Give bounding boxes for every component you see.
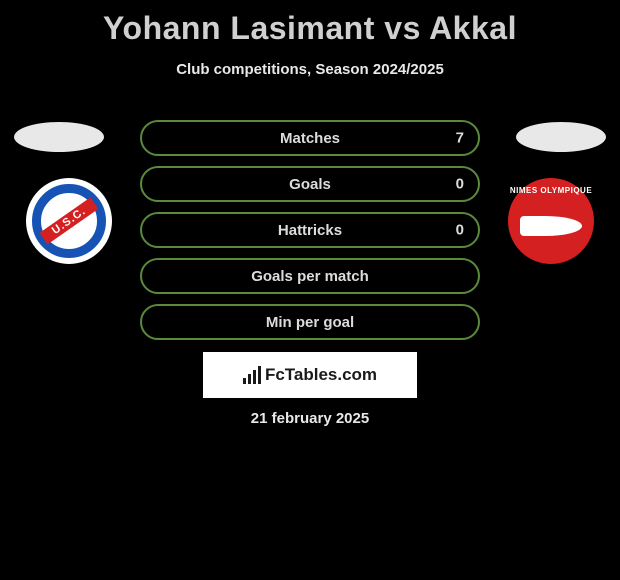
club-badge-left-ring: U.S.C.: [32, 184, 106, 258]
club-badge-right-crest: [520, 216, 582, 236]
brand-box: FcTables.com: [203, 352, 417, 398]
page-title: Yohann Lasimant vs Akkal: [0, 0, 620, 47]
stat-row-goals-per-match: Goals per match: [140, 258, 480, 294]
stat-right-value: 0: [456, 176, 464, 193]
stat-row-min-per-goal: Min per goal: [140, 304, 480, 340]
bar-chart-icon: [243, 366, 261, 384]
player-photo-left: [14, 122, 104, 152]
stats-container: Matches 7 Goals 0 Hattricks 0 Goals per …: [140, 120, 480, 350]
club-badge-right: NIMES OLYMPIQUE: [508, 178, 594, 264]
player-photo-right: [516, 122, 606, 152]
club-badge-left: U.S.C.: [26, 178, 112, 264]
club-badge-right-text: NIMES OLYMPIQUE: [508, 186, 594, 195]
stat-label: Hattricks: [278, 222, 342, 239]
stat-row-goals: Goals 0: [140, 166, 480, 202]
stat-right-value: 0: [456, 222, 464, 239]
stat-label: Min per goal: [266, 314, 354, 331]
stat-label: Goals: [289, 176, 331, 193]
stat-label: Matches: [280, 130, 340, 147]
subtitle: Club competitions, Season 2024/2025: [0, 61, 620, 78]
stat-row-hattricks: Hattricks 0: [140, 212, 480, 248]
stat-row-matches: Matches 7: [140, 120, 480, 156]
stat-right-value: 7: [456, 130, 464, 147]
stat-label: Goals per match: [251, 268, 369, 285]
brand-text: FcTables.com: [265, 365, 377, 385]
date-label: 21 february 2025: [0, 410, 620, 427]
